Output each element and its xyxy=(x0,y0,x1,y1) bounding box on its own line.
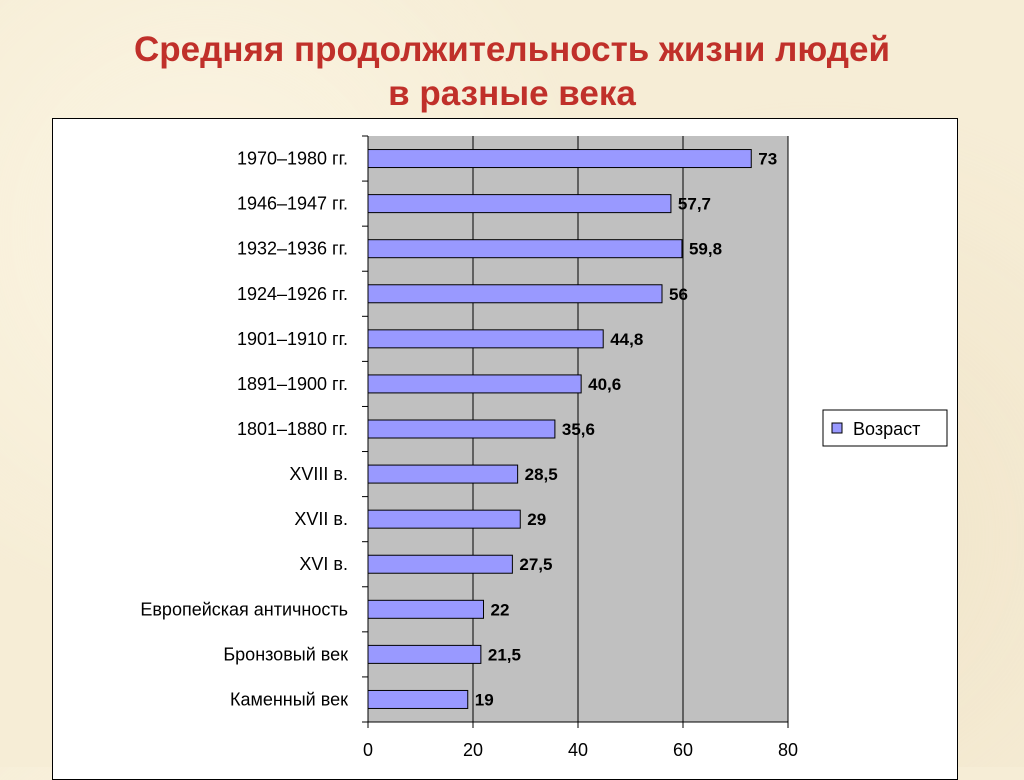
category-label: Каменный век xyxy=(230,689,348,709)
bar xyxy=(367,284,663,304)
data-label: 59,8 xyxy=(689,240,722,259)
category-label: 1946–1947 гг. xyxy=(237,194,348,214)
bar xyxy=(367,194,672,214)
bar xyxy=(367,374,582,394)
category-label: Европейская античность xyxy=(140,599,348,619)
category-label: 1970–1980 гг. xyxy=(237,149,348,169)
bar xyxy=(367,509,521,529)
data-label: 27,5 xyxy=(519,555,552,574)
x-tick-label: 60 xyxy=(673,740,693,760)
bar xyxy=(367,599,484,619)
x-tick-label: 40 xyxy=(568,740,588,760)
data-label: 57,7 xyxy=(678,195,711,214)
data-label: 56 xyxy=(669,285,688,304)
bar xyxy=(367,644,482,664)
bar xyxy=(367,329,604,349)
bar xyxy=(367,419,556,439)
data-label: 21,5 xyxy=(488,645,521,664)
data-label: 19 xyxy=(475,690,494,709)
category-label: 1901–1910 гг. xyxy=(237,329,348,349)
data-label: 40,6 xyxy=(588,375,621,394)
x-tick-label: 0 xyxy=(363,740,373,760)
category-label: XVII в. xyxy=(294,509,348,529)
data-label: 22 xyxy=(491,600,510,619)
bar xyxy=(367,689,469,709)
category-label: XVI в. xyxy=(299,554,348,574)
legend-label: Возраст xyxy=(853,419,920,439)
category-label: 1891–1900 гг. xyxy=(237,374,348,394)
bar xyxy=(367,464,519,484)
data-label: 28,5 xyxy=(525,465,558,484)
chart-title-line1: Средняя продолжительность жизни людей xyxy=(133,30,890,69)
data-label: 44,8 xyxy=(610,330,643,349)
bar xyxy=(367,149,752,169)
category-label: 1932–1936 гг. xyxy=(237,239,348,259)
data-label: 35,6 xyxy=(562,420,595,439)
data-label: 29 xyxy=(527,510,546,529)
legend-swatch xyxy=(831,422,843,434)
x-tick-label: 80 xyxy=(778,740,798,760)
chart-title: Средняя продолжительность жизни людей в … xyxy=(0,28,1024,116)
chart-subtitle: в разные века xyxy=(388,74,636,113)
category-label: Бронзовый век xyxy=(223,644,348,664)
category-label: XVIII в. xyxy=(289,464,348,484)
data-label: 73 xyxy=(758,150,777,169)
x-tick-label: 20 xyxy=(463,740,483,760)
bar xyxy=(367,554,513,574)
bar xyxy=(367,239,683,259)
legend-box xyxy=(822,409,948,447)
category-label: 1924–1926 гг. xyxy=(237,284,348,304)
category-label: 1801–1880 гг. xyxy=(237,419,348,439)
